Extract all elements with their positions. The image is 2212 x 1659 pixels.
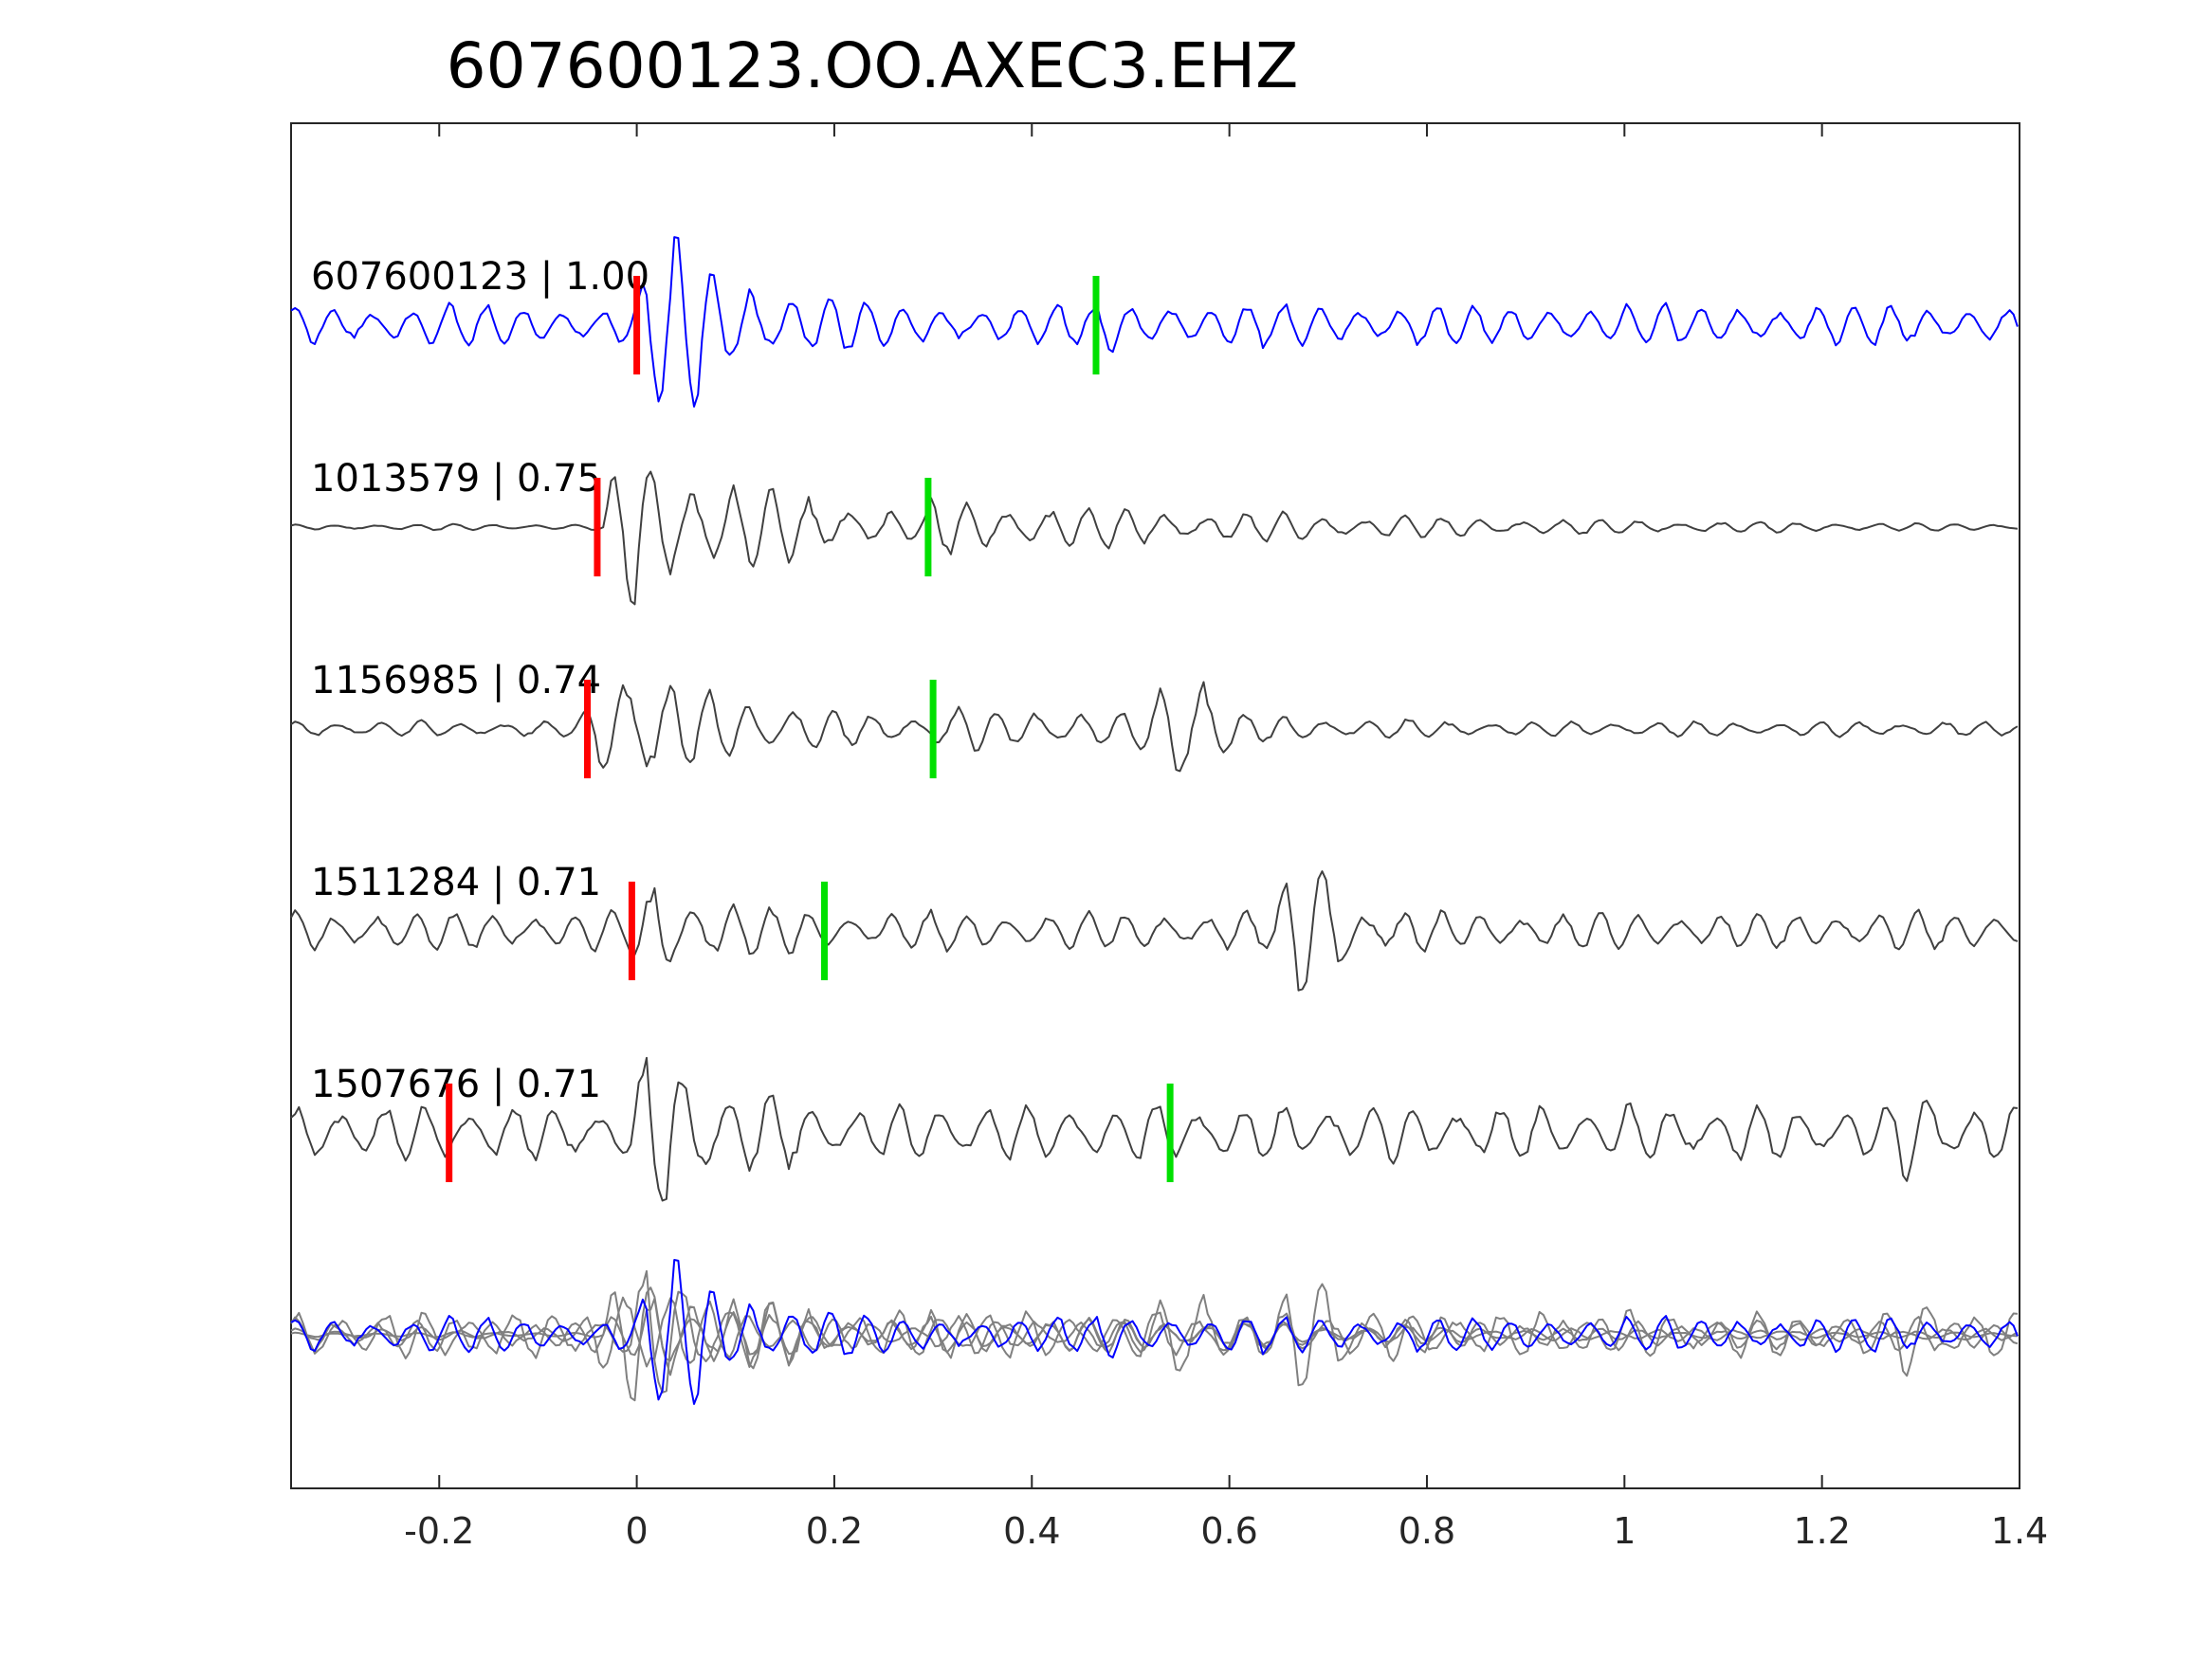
waveform-trace — [290, 870, 2019, 992]
trace-label: 1156985 | 0.74 — [311, 659, 601, 702]
x-tick-label: 1.2 — [1793, 1510, 1850, 1552]
x-tick-label: 0.8 — [1398, 1510, 1455, 1552]
waveform-trace — [290, 1056, 2019, 1202]
overlay-trace — [290, 1283, 2019, 1387]
trace-label: 1013579 | 0.75 — [311, 457, 601, 501]
waveform-trace — [290, 470, 2018, 606]
plot-area — [290, 122, 2020, 1489]
chart-title: 607600123.OO.AXEC3.EHZ — [447, 29, 1299, 102]
overlay-template-trace — [290, 1259, 2019, 1405]
x-tick-label: 0.4 — [1003, 1510, 1060, 1552]
x-tick-label: 0.2 — [806, 1510, 863, 1552]
x-axis: -0.2 0 0.2 0.4 0.6 0.8 1 1.2 1.4 — [404, 123, 2048, 1552]
trace-label: 1507676 | 0.71 — [311, 1063, 601, 1106]
waveform-trace — [290, 236, 2019, 408]
overlay-panel — [290, 1259, 2019, 1405]
x-tick-label: 0 — [626, 1510, 649, 1552]
phase-picks — [446, 276, 1174, 1182]
x-tick-label: 0.6 — [1200, 1510, 1257, 1552]
waveform-trace — [290, 681, 2019, 773]
x-tick-label: -0.2 — [404, 1510, 474, 1552]
trace-labels: 607600123 | 1.00 1013579 | 0.75 1156985 | … — [311, 255, 649, 1106]
overlay-trace — [290, 1293, 2019, 1372]
x-tick-label: 1 — [1613, 1510, 1636, 1552]
overlay-trace — [290, 1269, 2018, 1394]
trace-stack — [290, 236, 2019, 1202]
trace-label: 607600123 | 1.00 — [311, 255, 649, 299]
x-tick-label: 1.4 — [1991, 1510, 2048, 1552]
trace-label: 1511284 | 0.71 — [311, 861, 601, 904]
